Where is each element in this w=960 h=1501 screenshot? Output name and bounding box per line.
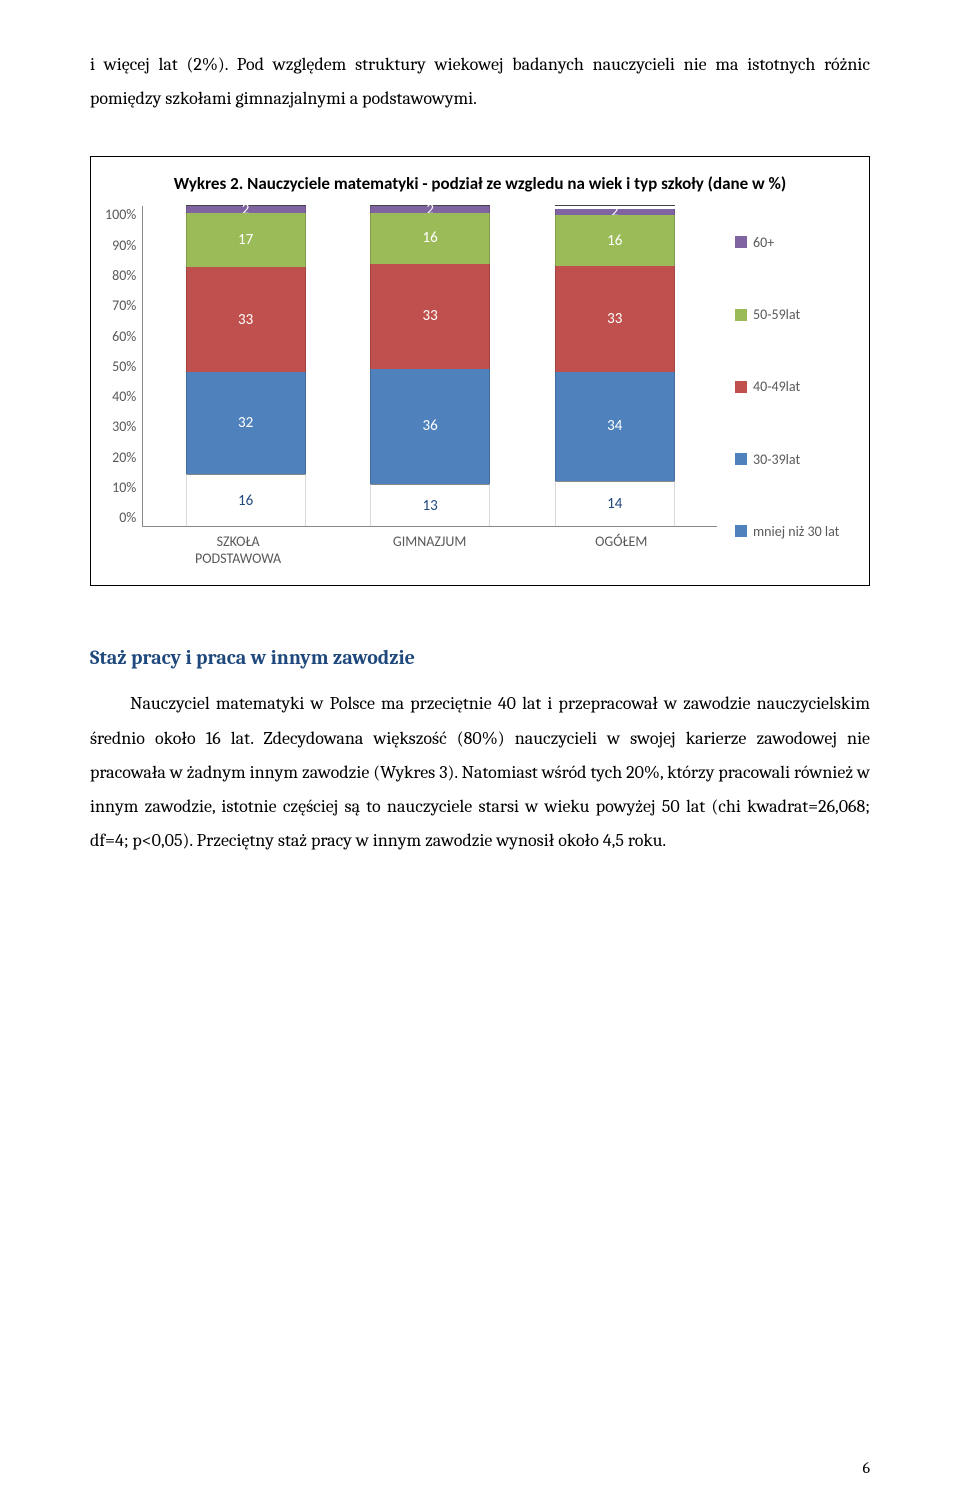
bar: 217333216 (186, 205, 306, 526)
bar-segment: 16 (370, 213, 490, 264)
segment-value: 36 (423, 417, 438, 435)
legend-label: mniej niż 30 lat (753, 523, 839, 540)
x-tick: GIMNAZJUM (370, 533, 490, 567)
y-tick: 40% (112, 388, 136, 405)
bar-segment: 16 (186, 474, 306, 526)
body-paragraph: Nauczyciel matematyki w Polsce ma przeci… (90, 687, 870, 858)
legend-label: 40-49lat (753, 378, 800, 395)
bar-segment: 33 (186, 267, 306, 372)
legend-swatch (735, 525, 747, 537)
legend-swatch (735, 236, 747, 248)
legend-item: 40-49lat (735, 378, 855, 395)
segment-value: 14 (607, 495, 622, 513)
y-tick: 60% (112, 328, 136, 345)
bar-segment: 13 (370, 484, 490, 526)
bar-segment: 33 (370, 264, 490, 369)
y-tick: 50% (112, 358, 136, 375)
bar: 216333414 (555, 205, 675, 526)
x-tick: OGÓŁEM (561, 533, 681, 567)
section-heading: Staż pracy i praca w innym zawodzie (90, 646, 870, 669)
segment-value: 33 (607, 310, 622, 328)
segment-value: 17 (238, 231, 253, 249)
legend-swatch (735, 381, 747, 393)
legend-item: 60+ (735, 234, 855, 251)
chart-plot: 217333216216333613216333414 (142, 206, 717, 527)
segment-value: 13 (423, 497, 438, 515)
legend-swatch (735, 309, 747, 321)
bar-segment: 16 (555, 215, 675, 266)
bar-segment: 14 (555, 481, 675, 527)
y-tick: 30% (112, 418, 136, 435)
y-tick: 100% (105, 206, 136, 223)
chart-title: Wykres 2. Nauczyciele matematyki - podzi… (105, 173, 855, 194)
y-tick: 20% (112, 449, 136, 466)
legend-label: 60+ (753, 234, 774, 251)
y-tick: 10% (112, 479, 136, 496)
bar-segment: 17 (186, 213, 306, 267)
chart-container: Wykres 2. Nauczyciele matematyki - podzi… (90, 156, 870, 586)
segment-value: 16 (238, 492, 253, 510)
legend-swatch (735, 453, 747, 465)
intro-paragraph: i więcej lat (2%). Pod względem struktur… (90, 48, 870, 116)
y-tick: 0% (119, 509, 136, 526)
segment-value: 33 (238, 311, 253, 329)
bar-segment: 32 (186, 372, 306, 474)
legend-item: 50-59lat (735, 306, 855, 323)
chart-legend: 60+ 50-59lat 40-49lat 30-39lat mniej niż 30 … (717, 206, 855, 567)
y-axis: 100% 90% 80% 70% 60% 50% 40% 30% 20% 10% 0% (105, 206, 142, 526)
segment-value: 32 (238, 414, 253, 432)
legend-label: 30-39lat (753, 451, 800, 468)
y-tick: 70% (112, 297, 136, 314)
bar: 216333613 (370, 205, 490, 526)
page-number: 6 (862, 1459, 870, 1477)
x-axis: SZKOŁA PODSTAWOWA GIMNAZJUM OGÓŁEM (142, 527, 717, 567)
bar-segment: 33 (555, 266, 675, 372)
segment-value: 33 (423, 307, 438, 325)
segment-value: 34 (607, 417, 622, 435)
y-tick: 90% (112, 237, 136, 254)
y-tick: 80% (112, 267, 136, 284)
segment-value: 16 (607, 232, 622, 250)
bar-segment: 36 (370, 369, 490, 484)
x-tick: SZKOŁA PODSTAWOWA (178, 533, 298, 567)
legend-item: mniej niż 30 lat (735, 523, 855, 540)
legend-item: 30-39lat (735, 451, 855, 468)
bar-segment: 34 (555, 372, 675, 481)
segment-value: 16 (423, 229, 438, 247)
legend-label: 50-59lat (753, 306, 800, 323)
